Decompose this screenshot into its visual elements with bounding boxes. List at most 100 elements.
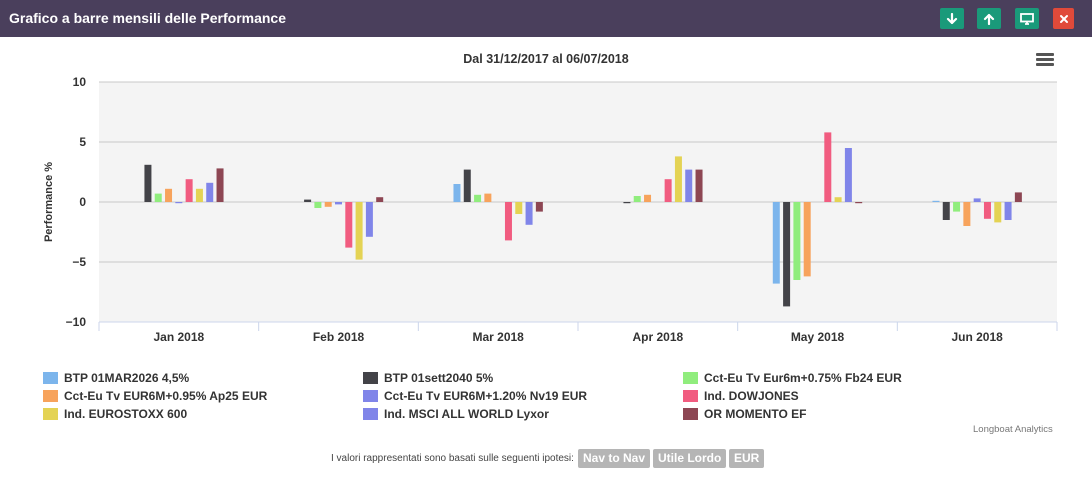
nav-to-nav-chip[interactable]: Nav to Nav <box>578 449 651 468</box>
bar[interactable] <box>206 182 214 202</box>
bar[interactable] <box>783 202 791 307</box>
bar[interactable] <box>994 202 1002 223</box>
legend-swatch <box>683 408 698 420</box>
bar[interactable] <box>1004 202 1012 220</box>
bar[interactable] <box>525 202 533 225</box>
bar[interactable] <box>633 196 641 202</box>
bar[interactable] <box>793 202 801 280</box>
legend-item[interactable]: BTP 01sett2040 5% <box>363 371 493 385</box>
window-title: Grafico a barre mensili delle Performanc… <box>9 10 287 26</box>
bar[interactable] <box>932 200 940 202</box>
bar[interactable] <box>463 169 471 202</box>
bar[interactable] <box>983 202 991 219</box>
bar[interactable] <box>355 202 363 260</box>
x-tick-label: May 2018 <box>791 330 845 344</box>
upload-button[interactable] <box>977 8 1001 29</box>
legend-label: BTP 01MAR2026 4,5% <box>64 371 190 385</box>
bar[interactable] <box>772 202 780 284</box>
legend-label: Ind. MSCI ALL WORLD Lyxor <box>384 407 549 421</box>
y-tick-label: −10 <box>66 315 87 329</box>
legend-label: Ind. EUROSTOXX 600 <box>64 407 188 421</box>
bar[interactable] <box>644 194 652 202</box>
bar[interactable] <box>1014 192 1022 202</box>
bar[interactable] <box>623 202 631 204</box>
legend-item[interactable]: OR MOMENTO EF <box>683 407 806 421</box>
legend-swatch <box>363 408 378 420</box>
chart-menu-icon[interactable] <box>1036 53 1054 67</box>
bar[interactable] <box>474 194 482 202</box>
fullscreen-button[interactable] <box>1015 8 1039 29</box>
legend-item[interactable]: Cct-Eu Tv EUR6M+1.20% Nv19 EUR <box>363 389 587 403</box>
bar[interactable] <box>185 179 193 202</box>
bar[interactable] <box>144 164 152 202</box>
x-tick-label: Jan 2018 <box>153 330 204 344</box>
legend-label: Cct-Eu Tv EUR6M+1.20% Nv19 EUR <box>384 389 588 403</box>
monitor-icon <box>1020 12 1034 25</box>
bar[interactable] <box>834 197 842 202</box>
bar[interactable] <box>216 168 224 202</box>
bar[interactable] <box>855 202 863 204</box>
bar[interactable] <box>824 132 832 202</box>
y-tick-label: −5 <box>72 255 86 269</box>
legend-label: BTP 01sett2040 5% <box>384 371 494 385</box>
bar[interactable] <box>942 202 950 220</box>
bars <box>144 132 1022 307</box>
bar[interactable] <box>484 193 492 202</box>
window-titlebar: Grafico a barre mensili delle Performanc… <box>0 0 1092 37</box>
bar[interactable] <box>165 188 173 202</box>
legend-item[interactable]: Cct-Eu Tv Eur6m+0.75% Fb24 EUR <box>683 371 902 385</box>
y-tick-label: 5 <box>79 135 86 149</box>
chart-credits[interactable]: Longboat Analytics <box>973 424 1053 435</box>
bar[interactable] <box>154 193 162 202</box>
legend-swatch <box>43 408 58 420</box>
bar[interactable] <box>175 202 183 204</box>
bar[interactable] <box>453 184 461 202</box>
x-tick-label: Feb 2018 <box>313 330 365 344</box>
bar[interactable] <box>844 148 852 202</box>
y-tick-label: 0 <box>79 195 86 209</box>
bar[interactable] <box>304 199 312 202</box>
legend-label: Ind. DOWJONES <box>704 389 799 403</box>
legend-swatch <box>683 390 698 402</box>
arrow-down-icon <box>946 12 958 24</box>
y-axis-label: Performance % <box>43 162 55 242</box>
bar[interactable] <box>685 169 693 202</box>
bar[interactable] <box>803 202 811 277</box>
bar[interactable] <box>674 156 682 202</box>
y-axis-ticks: 10 5 0 −5 −10 <box>66 75 87 329</box>
bar[interactable] <box>335 202 342 205</box>
bar[interactable] <box>376 197 384 202</box>
bar[interactable] <box>324 202 332 207</box>
close-button[interactable] <box>1053 8 1074 29</box>
x-axis: Jan 2018 Feb 2018 Mar 2018 Apr 2018 May 2018… <box>98 321 1058 344</box>
legend-item[interactable]: BTP 01MAR2026 4,5% <box>43 371 189 385</box>
legend-swatch <box>43 372 58 384</box>
legend-item[interactable]: Ind. MSCI ALL WORLD Lyxor <box>363 407 549 421</box>
bar[interactable] <box>515 202 523 214</box>
y-tick-label: 10 <box>73 75 87 89</box>
chart-title: Dal 31/12/2017 al 06/07/2018 <box>463 52 628 66</box>
legend-label: OR MOMENTO EF <box>704 407 807 421</box>
legend-item[interactable]: Cct-Eu Tv EUR6M+0.95% Ap25 EUR <box>43 389 267 403</box>
legend-swatch <box>363 372 378 384</box>
bar[interactable] <box>953 202 961 212</box>
legend-item[interactable]: Ind. EUROSTOXX 600 <box>43 407 187 421</box>
bar[interactable] <box>345 202 353 248</box>
bar[interactable] <box>695 169 703 202</box>
bar[interactable] <box>504 202 512 241</box>
bar-chart: Dal 31/12/2017 al 06/07/2018 10 5 0 −5 −10 J… <box>43 52 1058 344</box>
utile-lordo-chip[interactable]: Utile Lordo <box>653 449 727 468</box>
bar[interactable] <box>664 179 672 202</box>
bar[interactable] <box>314 202 322 208</box>
bar[interactable] <box>973 198 981 202</box>
currency-chip[interactable]: EUR <box>729 449 765 468</box>
download-button[interactable] <box>940 8 964 29</box>
bar[interactable] <box>365 202 373 237</box>
bar[interactable] <box>963 202 971 226</box>
bar[interactable] <box>195 188 203 202</box>
x-tick-label: Jun 2018 <box>951 330 1003 344</box>
bar[interactable] <box>535 202 543 212</box>
x-tick-label: Mar 2018 <box>472 330 524 344</box>
legend-item[interactable]: Ind. DOWJONES <box>683 389 799 403</box>
footer: I valori rappresentati sono basati sulle… <box>0 449 1092 469</box>
